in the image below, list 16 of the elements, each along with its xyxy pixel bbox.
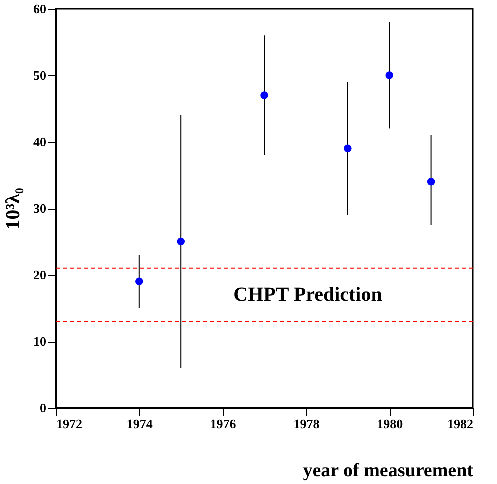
x-tick-label: 1980: [377, 416, 404, 432]
x-axis-title: year of measurement: [303, 460, 474, 482]
y-tick-label: 0: [40, 400, 46, 416]
y-tick-label: 30: [34, 201, 46, 216]
y-tick-label: 40: [34, 134, 46, 150]
y-tick-label: 60: [34, 2, 46, 16]
annotation: CHPT Prediction: [234, 284, 382, 306]
x-tick-label: 1978: [294, 416, 320, 432]
x-tick-label: 1982: [448, 416, 474, 432]
x-tick-label: 1976: [210, 416, 237, 432]
y-tick-label: 50: [34, 68, 46, 83]
x-tick-label: 1974: [126, 416, 154, 432]
y-tick-label: 20: [34, 268, 46, 282]
y-tick-label: 10: [34, 334, 46, 349]
x-tick-label: 1972: [56, 416, 82, 432]
y-axis-title: 10³λ₀: [2, 188, 24, 230]
